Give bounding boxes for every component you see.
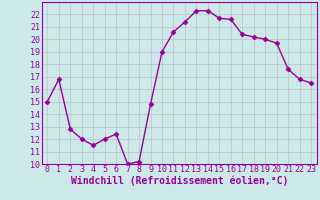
- X-axis label: Windchill (Refroidissement éolien,°C): Windchill (Refroidissement éolien,°C): [70, 176, 288, 186]
